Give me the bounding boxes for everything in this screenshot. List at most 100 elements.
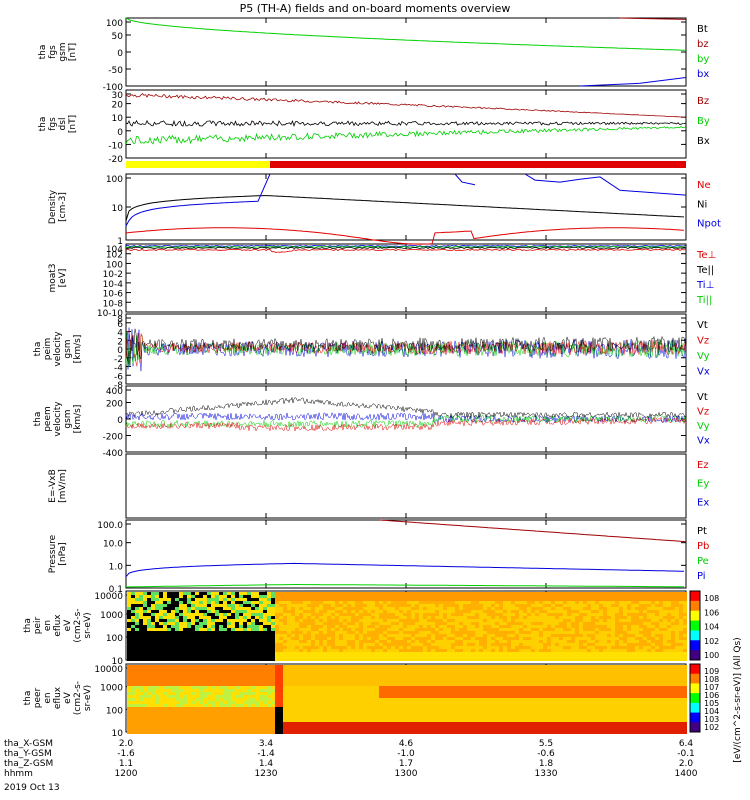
heatmap-peir-cell bbox=[187, 646, 191, 649]
heatmap-peer-cell bbox=[319, 704, 323, 707]
heatmap-peir-cell bbox=[479, 634, 483, 637]
heatmap-peir-cell bbox=[271, 631, 275, 634]
heatmap-peir-cell bbox=[391, 616, 395, 619]
heatmap-peir-cell bbox=[455, 610, 459, 613]
heatmap-peir-cell bbox=[351, 655, 355, 658]
heatmap-peir-cell bbox=[263, 619, 267, 622]
heatmap-peir-cell bbox=[343, 601, 347, 604]
heatmap-peir-cell bbox=[207, 610, 211, 613]
heatmap-peer-cell bbox=[139, 704, 143, 707]
heatmap-peir-cell bbox=[667, 622, 671, 625]
heatmap-peir-cell bbox=[219, 622, 223, 625]
heatmap-peer-cell bbox=[211, 695, 215, 698]
heatmap-peer-cell bbox=[191, 695, 195, 698]
heatmap-peir-cell bbox=[387, 652, 391, 655]
heatmap-peir-cell bbox=[311, 610, 315, 613]
heatmap-peir-cell bbox=[511, 613, 515, 616]
heatmap-peer-cell bbox=[159, 707, 163, 710]
heatmap-peir-cell bbox=[407, 655, 411, 658]
heatmap-peir-cell bbox=[331, 643, 335, 646]
heatmap-peir-cell bbox=[455, 655, 459, 658]
heatmap-peir-cell bbox=[655, 640, 659, 643]
heatmap-peir-cell bbox=[319, 631, 323, 634]
heatmap-peer-cell bbox=[151, 725, 155, 728]
heatmap-peir-cell bbox=[555, 595, 559, 598]
heatmap-peir-cell bbox=[679, 616, 683, 619]
heatmap-peir-cell bbox=[363, 607, 367, 610]
legend-temp-Te||: Te|| bbox=[696, 265, 714, 276]
heatmap-peir-cell bbox=[171, 610, 175, 613]
heatmap-peir-cell bbox=[147, 637, 151, 640]
heatmap-peer-cell bbox=[191, 683, 195, 686]
heatmap-peer-cell bbox=[195, 677, 199, 680]
heatmap-peir-cell bbox=[511, 646, 515, 649]
heatmap-peir-cell bbox=[535, 592, 539, 595]
heatmap-peir-cell bbox=[455, 628, 459, 631]
heatmap-peir-cell bbox=[375, 649, 379, 652]
heatmap-peir-cell bbox=[319, 622, 323, 625]
heatmap-peir-cell bbox=[399, 637, 403, 640]
heatmap-peer-cell bbox=[327, 677, 331, 680]
heatmap-peer-cell bbox=[359, 668, 363, 671]
heatmap-peir-cell bbox=[251, 628, 255, 631]
heatmap-peir-cell bbox=[595, 607, 599, 610]
heatmap-peir-cell bbox=[507, 604, 511, 607]
series-Tepar bbox=[126, 246, 687, 250]
heatmap-peir-cell bbox=[547, 625, 551, 628]
heatmap-peir-cell bbox=[531, 631, 535, 634]
heatmap-peir-cell bbox=[143, 628, 147, 631]
heatmap-peer-cell bbox=[287, 692, 291, 695]
heatmap-peir-cell bbox=[467, 601, 471, 604]
heatmap-peer-cell bbox=[247, 686, 251, 689]
heatmap-peir-cell bbox=[395, 598, 399, 601]
heatmap-peir-cell bbox=[427, 610, 431, 613]
heatmap-peir-cell bbox=[603, 625, 607, 628]
heatmap-peer-cell bbox=[183, 716, 187, 719]
heatmap-peir-cell bbox=[191, 634, 195, 637]
heatmap-peir-cell bbox=[519, 652, 523, 655]
heatmap-peir-cell bbox=[135, 622, 139, 625]
heatmap-peir-cell bbox=[259, 619, 263, 622]
heatmap-peir-cell bbox=[359, 646, 363, 649]
heatmap-peir-cell bbox=[231, 610, 235, 613]
heatmap-peer-cell bbox=[183, 683, 187, 686]
heatmap-peer-cell bbox=[187, 728, 191, 731]
heatmap-peir-cell bbox=[619, 622, 623, 625]
heatmap-peir-cell bbox=[327, 592, 331, 595]
ylabel-pressure: [nPa] bbox=[58, 542, 68, 565]
heatmap-peir-cell bbox=[655, 637, 659, 640]
heatmap-peir-cell bbox=[391, 604, 395, 607]
heatmap-peer-cell bbox=[267, 677, 271, 680]
heatmap-peir-cell bbox=[487, 655, 491, 658]
heatmap-peir-cell bbox=[383, 595, 387, 598]
heatmap-peir-cell bbox=[195, 610, 199, 613]
heatmap-peir-cell bbox=[291, 652, 295, 655]
heatmap-peir-cell bbox=[299, 625, 303, 628]
heatmap-peir-cell bbox=[307, 631, 311, 634]
heatmap-peir-cell bbox=[483, 652, 487, 655]
heatmap-peer-cell bbox=[223, 716, 227, 719]
heatmap-peir-cell bbox=[335, 598, 339, 601]
heatmap-peir-cell bbox=[595, 595, 599, 598]
heatmap-peir-cell bbox=[575, 643, 579, 646]
heatmap-peir-cell bbox=[603, 658, 607, 661]
heatmap-peir-cell bbox=[323, 622, 327, 625]
heatmap-peir-cell bbox=[543, 592, 547, 595]
heatmap-peir-cell bbox=[639, 631, 643, 634]
heatmap-peer-cell bbox=[127, 677, 131, 680]
heatmap-peir-cell bbox=[579, 592, 583, 595]
heatmap-peer-cell bbox=[351, 683, 355, 686]
heatmap-peir-cell bbox=[623, 649, 627, 652]
heatmap-peir-cell bbox=[191, 625, 195, 628]
heatmap-peer-cell bbox=[199, 728, 203, 731]
heatmap-peir-cell bbox=[611, 604, 615, 607]
heatmap-peir-cell bbox=[319, 607, 323, 610]
heatmap-peir-cell bbox=[671, 640, 675, 643]
heatmap-peir-cell bbox=[623, 619, 627, 622]
heatmap-peir-cell bbox=[415, 652, 419, 655]
heatmap-peer-cell bbox=[271, 728, 275, 731]
heatmap-peir-cell bbox=[495, 604, 499, 607]
heatmap-peir-cell bbox=[139, 628, 143, 631]
heatmap-peir-cell bbox=[631, 640, 635, 643]
heatmap-peir-cell bbox=[239, 598, 243, 601]
